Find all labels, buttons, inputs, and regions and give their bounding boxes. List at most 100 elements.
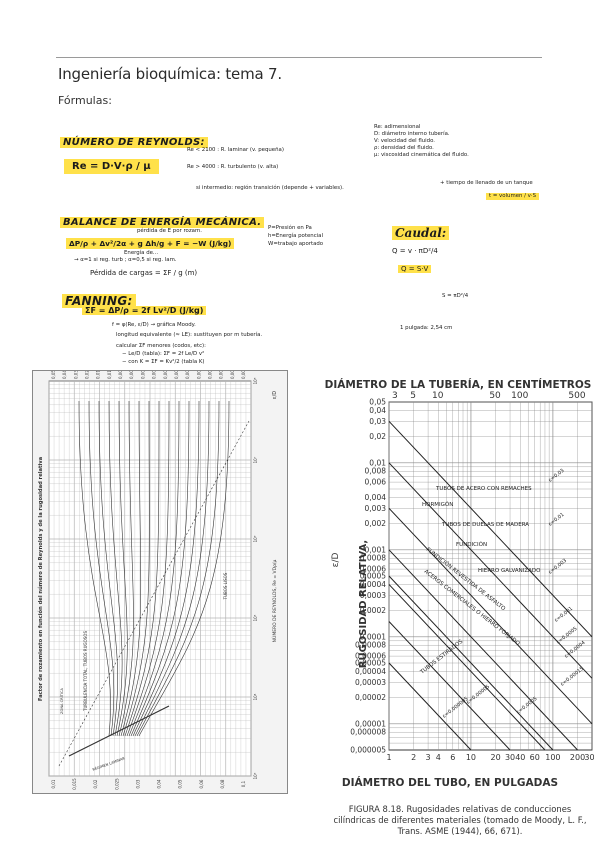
moody-f-tick: 0,04 [157,779,162,788]
rough-top-tick: 100 [511,391,528,401]
rough-y-tick: 0,000005 [350,746,386,755]
rough-material-label: TUBOS DE ACERO CON REMACHES [435,486,532,492]
rough-y-tick: 0,008 [365,467,387,476]
moody-curve [108,400,123,737]
moody-f-tick: 0,015 [72,778,77,790]
moody-ed-tick: 0,0006 [185,371,190,379]
moody-ed-tick: 0,05 [51,371,56,379]
moody-ed-tick: 0,0004 [196,371,201,379]
moody-ed-tick: 0,001 [163,371,168,379]
energy-formula: ΔP/ρ + Δv²/2α + g Δh/g + F = −W (J/kg) [66,238,235,249]
rough-y-tick: 0,03 [369,417,386,426]
rough-top-tick: 10 [432,391,444,401]
moody-chart: 0,01 0,015 0,02 0,025 0,03 0,04 0,05 0,06 0,08 0,… [37,371,278,790]
moody-laminar-line [68,705,170,757]
flow-q-sv: Q = S·V [398,265,432,273]
rough-bottom-tick: 2 [411,753,416,762]
energy-note-0: P=Presión en Pa [268,225,312,231]
rough-bottom-tick: 60 [530,753,540,762]
rough-y-tick: 0,04 [369,406,386,415]
fanning-minor-note: calcular ΣF menores (codos, etc): [116,343,206,349]
moody-ed-tick: 0,00005 [230,371,235,379]
moody-re-tick: 10⁸ [253,377,258,384]
rough-y-tick: 0,0003 [360,591,386,600]
rough-bottom-tick: 200 [570,753,585,762]
flow-time-formula: t = volumen / v·S [486,193,540,200]
moody-region-3: ZONA CRÍTICA [59,688,64,714]
moody-curve [124,400,160,737]
rough-y-symbol: ε/D [331,553,341,568]
rough-y-tick: 0,00003 [355,678,386,687]
fanning-f-note: f = φ(Re, ε/D) → gráfica Moody. [112,322,196,328]
rough-top-tick: 5 [410,391,416,401]
rough-y-tick: 0,00004 [355,667,386,676]
rough-bottom-tick: 20 [491,753,501,762]
moody-curve [116,400,128,737]
moody-ed-tick: 0,004 [140,371,145,379]
rough-material-label: HORMIGÓN [422,501,453,508]
moody-f-tick: 0,08 [220,779,225,788]
moody-curve [126,400,170,737]
energy-title: BALANCE DE ENERGÍA MECÁNICA. [60,217,265,228]
moody-curve [88,400,115,737]
inch-conversion: 1 pulgada: 2,54 cm [400,325,453,331]
rough-y-tick: 0,0006 [360,565,386,574]
moody-re-tick: 10⁴ [253,693,258,700]
moody-diagram: 0,01 0,015 0,02 0,025 0,03 0,04 0,05 0,06 0,08 0,… [32,370,288,794]
moody-left-label: Factor de rozamiento en función del núme… [37,456,44,701]
rough-bottom-tick: 6 [450,753,455,762]
moody-curve [136,400,220,737]
moody-f-tick: 0,03 [135,779,140,788]
roughness-line [388,549,578,751]
moody-curve [118,400,134,737]
energy-alpha: → α=1 si reg. turb ; α=0,5 si reg. lam. [74,257,177,263]
rough-top-title: DIÁMETRO DE LA TUBERÍA, EN CENTÍMETROS [325,378,592,391]
moody-ed-tick: 0,015 [96,371,101,379]
roughness-line [388,621,511,751]
rough-bottom-tick: 300 [584,753,594,762]
page-title: Ingeniería bioquímica: tema 7. [58,65,282,83]
moody-curve [120,400,142,737]
moody-f-tick: 0,1 [241,780,246,787]
moody-ed-tick: 0,0001 [219,371,224,379]
moody-f-tick: 0,025 [114,778,119,790]
rough-y-tick: 0,0008 [360,554,386,563]
rough-y-tick: 0,006 [365,478,387,487]
rough-bottom-title: DIÁMETRO DEL TUBO, EN PULGADAS [342,776,558,789]
reynolds-var-0: Re: adimensional [374,124,421,130]
energy-under-note: Energía de... [124,250,159,256]
moody-f-tick: 0,01 [51,779,56,788]
rough-y-tick: 0,0005 [360,572,386,581]
rough-y-tick: 0,001 [365,545,387,554]
moody-curve [128,400,180,737]
rough-bottom-tick: 30 [505,753,515,762]
moody-re-tick: 10⁵ [253,614,258,621]
moody-ed-tick: 0,002 [152,371,157,379]
reynolds-var-4: μ: viscosidad cinemática del fluido. [374,152,469,158]
moody-curve [98,400,118,737]
reynolds-var-1: D: diámetro interno tubería. [374,131,450,137]
fanning-minor-a: − Le/D (tabla): ΣF = 2f Le/D v² [122,351,205,357]
moody-bottom-label: NÚMERO DE REYNOLDS, Re = VDρ/μ [271,560,278,643]
moody-ed-tick: 0,01 [107,371,112,379]
rough-y-tick: 0,004 [365,493,387,502]
roughness-chart: DIÁMETRO DE LA TUBERÍA, EN CENTÍMETROS D… [325,378,594,789]
fanning-length-note: longitud equivalente (≈ LE): sustituyen … [116,332,263,338]
rough-y-title: RUGOSIDAD RELATIVA, [358,540,369,668]
fanning-minor-b: − con K = ΣF = Kv²/2 (tabla K) [122,359,205,365]
moody-curve [134,400,210,737]
rough-bottom-tick: 4 [436,753,441,762]
reynolds-title: NÚMERO DE REYNOLDS: [60,137,208,148]
reynolds-laminar: Re < 2100 : R. laminar (v. pequeña) [187,147,284,153]
rough-y-tick: 0,00006 [355,652,386,661]
roughness-line [388,575,554,751]
rough-bottom-tick: 1 [386,753,391,762]
flow-time-note: + tiempo de llenado de un tanque [440,180,533,186]
moody-dashed-boundary [58,420,250,767]
fanning-title: FANNING: [62,294,136,308]
formulas-label: Fórmulas: [58,94,112,107]
moody-curve [130,400,190,737]
rough-top-tick: 50 [489,391,501,401]
roughness-chart-panel: DIÁMETRO DE LA TUBERÍA, EN CENTÍMETROS D… [318,374,594,844]
rough-y-tick: 0,002 [365,519,387,528]
